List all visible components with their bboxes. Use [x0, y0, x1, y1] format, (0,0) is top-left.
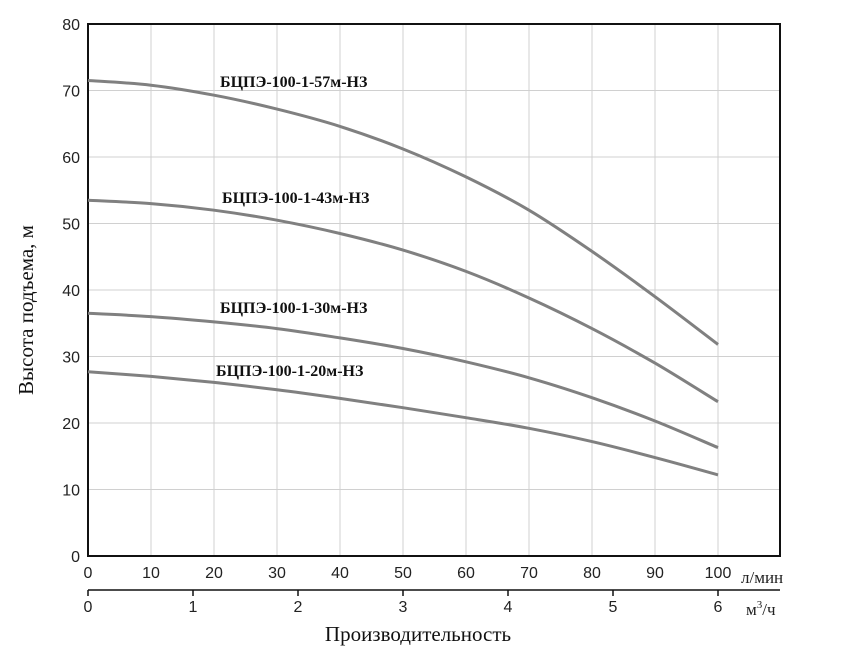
secondary-x-tick-label: 0 — [84, 599, 93, 616]
y-tick-label: 30 — [62, 350, 80, 367]
series-curve-3 — [87, 311, 719, 449]
x-tick-label: 60 — [457, 565, 475, 582]
x-tick-label: 40 — [331, 565, 349, 582]
series-curve-4 — [87, 370, 719, 477]
x-axis-unit-label: л/мин — [741, 568, 783, 587]
series-labels: БЦПЭ-100-1-57м-НЗ БЦПЭ-100-1-43м-НЗ БЦПЭ-1… — [216, 74, 370, 380]
y-tick-label: 70 — [62, 84, 80, 101]
y-tick-label: 10 — [62, 483, 80, 500]
secondary-x-tick-label: 1 — [189, 599, 198, 616]
y-axis-title: Высота подъема, м — [14, 225, 38, 395]
x-tick-label: 0 — [84, 565, 93, 582]
x-tick-label: 30 — [268, 565, 286, 582]
x-axis-title: Производительность — [325, 622, 511, 646]
series-curve-1 — [87, 79, 719, 346]
secondary-x-tick-label: 2 — [294, 599, 303, 616]
secondary-x-axis-unit-label: м3/ч — [746, 599, 776, 619]
y-tick-label: 60 — [62, 150, 80, 167]
series-label-4: БЦПЭ-100-1-20м-НЗ — [216, 363, 364, 380]
x-tick-label: 90 — [646, 565, 664, 582]
x-tick-label: 100 — [705, 565, 732, 582]
grid-lines — [88, 24, 780, 556]
secondary-x-tick-label: 5 — [609, 599, 618, 616]
secondary-x-tick-labels: 0 1 2 3 4 5 6 — [84, 590, 723, 616]
x-tick-label: 70 — [520, 565, 538, 582]
unit-base: м — [746, 600, 757, 619]
unit-tail: /ч — [762, 600, 776, 619]
series-label-1: БЦПЭ-100-1-57м-НЗ — [220, 74, 368, 91]
series-curve-2 — [87, 198, 719, 403]
y-tick-label: 0 — [71, 549, 80, 566]
series-curves — [87, 79, 719, 477]
y-tick-label: 80 — [62, 17, 80, 34]
unit-superscript: 3 — [757, 599, 763, 611]
y-tick-labels: 0 10 20 30 40 50 60 70 80 — [62, 17, 80, 566]
x-tick-label: 80 — [583, 565, 601, 582]
secondary-x-tick-label: 6 — [714, 599, 723, 616]
secondary-x-tick-label: 3 — [399, 599, 408, 616]
y-tick-label: 50 — [62, 217, 80, 234]
y-tick-label: 20 — [62, 416, 80, 433]
x-tick-label: 10 — [142, 565, 160, 582]
x-tick-label: 20 — [205, 565, 223, 582]
plot-frame — [87, 23, 781, 557]
x-tick-labels: 0 10 20 30 40 50 60 70 80 90 100 — [84, 565, 732, 582]
x-tick-label: 50 — [394, 565, 412, 582]
series-label-2: БЦПЭ-100-1-43м-НЗ — [222, 190, 370, 207]
secondary-x-tick-label: 4 — [504, 599, 513, 616]
y-tick-label: 40 — [62, 283, 80, 300]
series-label-3: БЦПЭ-100-1-30м-НЗ — [220, 300, 368, 317]
